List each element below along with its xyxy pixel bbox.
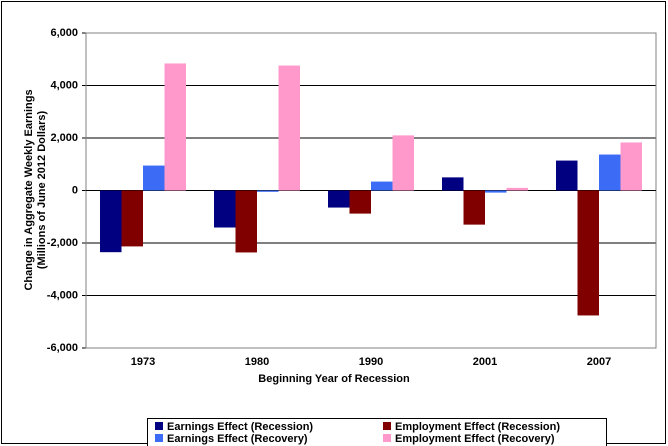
legend-label: Earnings Effect (Recovery): [167, 433, 308, 445]
y-tick-label: 6,000: [50, 27, 78, 39]
legend-swatch: [155, 434, 163, 442]
bar: [392, 135, 414, 191]
bar: [506, 187, 528, 191]
x-tick-label: 1980: [245, 356, 269, 368]
bar: [485, 190, 507, 193]
bar: [620, 142, 642, 191]
y-tick-label: -2,000: [47, 237, 78, 249]
bar: [143, 165, 165, 191]
bar: [121, 190, 143, 247]
y-tick-label: 0: [72, 184, 78, 196]
legend-swatch: [155, 422, 163, 430]
bar: [463, 190, 485, 225]
x-tick-label: 1990: [359, 356, 383, 368]
legend-label: Employment Effect (Recession): [395, 421, 560, 433]
y-tick-label: -4,000: [47, 289, 78, 301]
legend-swatch: [383, 434, 391, 442]
legend-swatch: [383, 422, 391, 430]
x-axis-title: Beginning Year of Recession: [258, 373, 410, 385]
legend-box: [147, 418, 607, 446]
bar: [328, 190, 350, 208]
bar: [235, 190, 257, 253]
bar: [442, 177, 464, 191]
bar: [556, 160, 578, 191]
bar: [257, 190, 279, 192]
x-tick-label: 2001: [473, 356, 497, 368]
bar: [164, 63, 186, 191]
y-tick-label: 2,000: [50, 132, 78, 144]
legend-label: Earnings Effect (Recession): [167, 421, 313, 433]
y-tick-label: 4,000: [50, 79, 78, 91]
bar: [371, 181, 393, 191]
legend-label: Employment Effect (Recovery): [395, 433, 555, 445]
y-tick-label: -6,000: [47, 342, 78, 354]
y-axis-title: Change in Aggregate Weekly Earnings: [23, 89, 35, 290]
x-tick-label: 1973: [131, 356, 155, 368]
bar: [100, 190, 122, 253]
bar: [599, 154, 621, 191]
y-axis-title: (Millions of June 2012 Dollars): [36, 111, 48, 270]
bar: [349, 190, 371, 214]
bar: [214, 190, 236, 228]
bar: [278, 65, 300, 191]
bar: [577, 190, 599, 316]
x-tick-label: 2007: [587, 356, 611, 368]
